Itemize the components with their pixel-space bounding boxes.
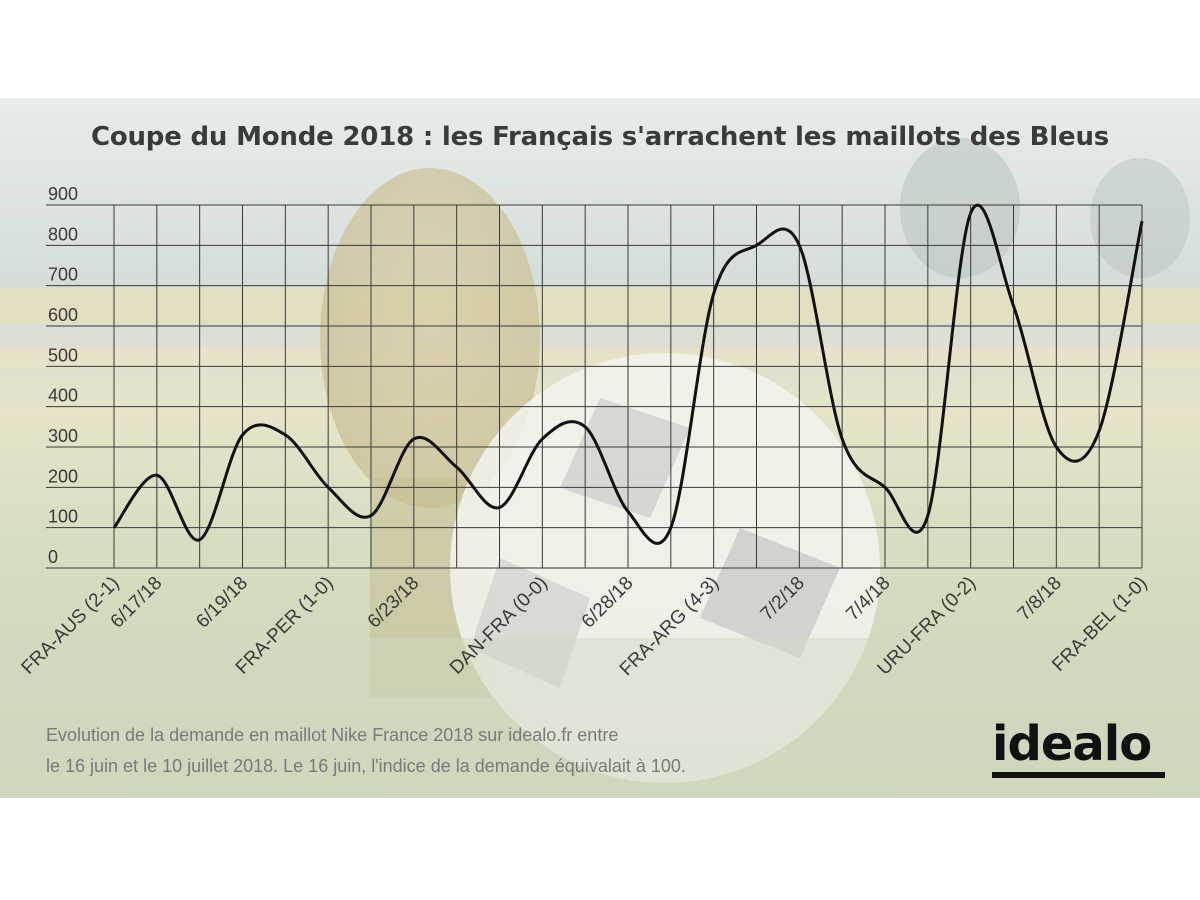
y-tick-label: 500	[48, 345, 78, 365]
y-tick-label: 200	[48, 466, 78, 486]
x-tick-label: 7/8/18	[1014, 573, 1066, 625]
x-tick-label: 6/19/18	[192, 573, 252, 633]
caption-line-2: le 16 juin et le 10 juillet 2018. Le 16 …	[46, 756, 686, 776]
y-tick-label: 900	[48, 184, 78, 204]
series-layer	[112, 203, 1144, 545]
x-tick-label: DAN-FRA (0-0)	[446, 573, 552, 679]
chart-grid	[46, 204, 1143, 569]
chart-figure: Coupe du Monde 2018 : les Français s'arr…	[0, 98, 1200, 798]
x-tick-label: 7/2/18	[757, 573, 809, 625]
line-chart: 0 100 200 300 400 500 600 700 800 900 FRA-AUS (2-…	[18, 184, 1152, 680]
chart-title: Coupe du Monde 2018 : les Français s'arr…	[90, 122, 1110, 152]
x-tick-label: 7/4/18	[842, 573, 894, 625]
logo-underline	[992, 772, 1165, 778]
caption-line-1: Evolution de la demande en maillot Nike …	[46, 725, 619, 745]
y-tick-label: 100	[48, 507, 78, 527]
x-tick-label: 6/28/18	[578, 573, 638, 633]
y-tick-label: 600	[48, 305, 78, 325]
y-tick-label: 300	[48, 426, 78, 446]
x-tick-label: 6/23/18	[364, 573, 424, 633]
series-line	[112, 203, 1144, 545]
logo-text: idealo	[992, 716, 1152, 772]
x-tick-label: FRA-AUS (2-1)	[18, 573, 124, 679]
y-axis: 0 100 200 300 400 500 600 700 800 900	[48, 184, 78, 567]
y-tick-label: 400	[48, 386, 78, 406]
background-photo	[0, 98, 1200, 798]
y-tick-label: 0	[48, 547, 58, 567]
y-tick-label: 700	[48, 265, 78, 285]
chart-caption: Evolution de la demande en maillot Nike …	[46, 720, 846, 782]
y-tick-label: 800	[48, 224, 78, 244]
idealo-logo: idealo	[992, 718, 1167, 778]
